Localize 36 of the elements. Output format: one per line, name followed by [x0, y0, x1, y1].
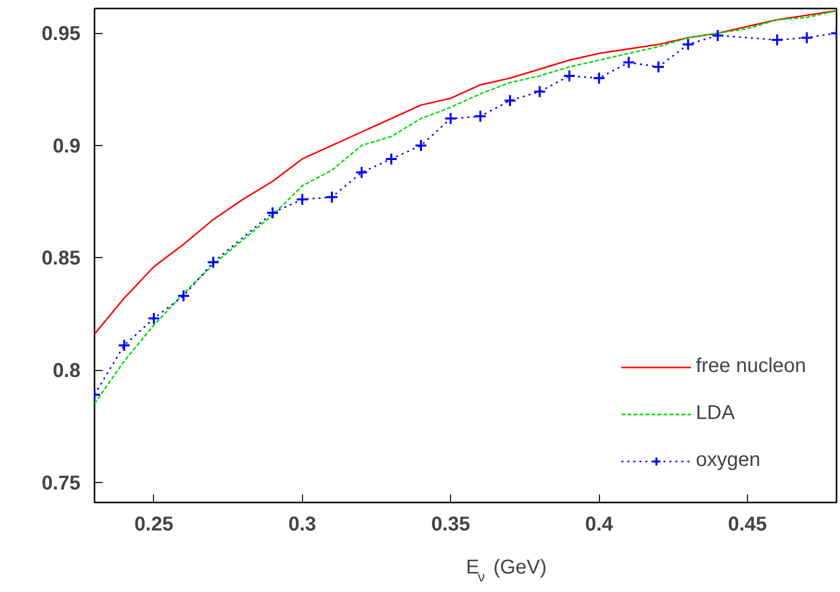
x-tick-label: 0.25 [134, 514, 174, 536]
point [800, 31, 814, 44]
point [296, 192, 309, 206]
y-tick-label: 0.9 [52, 135, 81, 158]
point [652, 60, 665, 74]
point [177, 289, 190, 302]
y-tick-label: 0.8 [52, 360, 81, 382]
y-tick-label: 0.95 [42, 23, 81, 46]
point [504, 94, 517, 108]
y-tick-label: 0.75 [42, 472, 81, 494]
point [622, 56, 636, 69]
point [414, 138, 428, 152]
point [206, 256, 220, 269]
point [682, 38, 695, 51]
point [562, 69, 576, 82]
x-tick-label: 0.35 [431, 514, 470, 536]
point [444, 112, 458, 126]
x-tick-label: 0.4 [585, 514, 614, 536]
point [325, 190, 338, 204]
point [118, 338, 131, 352]
legend-label: LDA [696, 402, 735, 425]
point [266, 206, 280, 220]
x-tick-label: 0.3 [288, 514, 316, 536]
point [474, 110, 487, 123]
legend-label: oxygen [696, 449, 760, 472]
point [355, 166, 368, 179]
point [533, 85, 546, 98]
x-tick-label: 0.45 [728, 514, 767, 536]
point [384, 152, 398, 166]
legend-label: free nucleon [696, 355, 806, 378]
point [147, 312, 160, 325]
point [770, 33, 784, 46]
point [711, 28, 724, 42]
y-tick-label: 0.85 [42, 248, 81, 270]
line-series [94, 10, 836, 335]
point [592, 72, 606, 85]
